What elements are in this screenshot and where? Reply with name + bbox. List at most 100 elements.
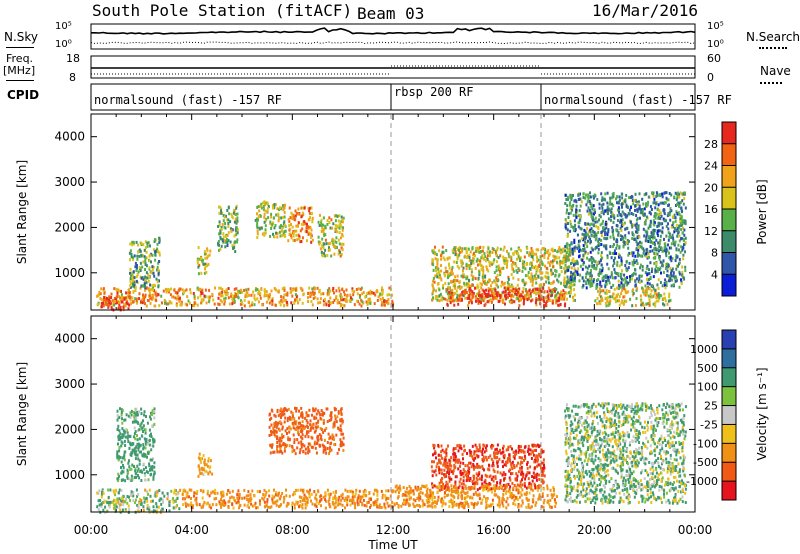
- echo-cell: [329, 505, 332, 509]
- echo-cell: [375, 290, 378, 294]
- echo-cell: [638, 277, 641, 281]
- echo-cell: [200, 505, 203, 509]
- echo-cell: [114, 298, 117, 301]
- echo-cell: [175, 302, 178, 306]
- echo-cell: [599, 295, 602, 299]
- echo-cell: [500, 294, 503, 298]
- echo-cell: [143, 248, 146, 252]
- echo-cell: [236, 231, 239, 235]
- echo-cell: [247, 490, 250, 494]
- echo-cell: [598, 237, 601, 241]
- echo-cell: [638, 246, 640, 250]
- echo-cell: [611, 192, 614, 196]
- echo-cell: [478, 270, 481, 274]
- echo-cell: [362, 493, 365, 497]
- echo-cell: [582, 253, 585, 257]
- echo-cell: [573, 241, 576, 245]
- echo-cell: [280, 416, 282, 419]
- echo-cell: [609, 196, 612, 200]
- echo-cell: [478, 291, 481, 295]
- echo-cell: [260, 287, 263, 291]
- echo-cell: [649, 294, 652, 298]
- echo-cell: [314, 425, 317, 429]
- echo-cell: [618, 195, 621, 199]
- echo-cell: [263, 208, 266, 212]
- echo-cell: [219, 291, 222, 295]
- echo-cell: [230, 295, 233, 298]
- echo-cell: [663, 219, 666, 223]
- echo-cell: [193, 491, 196, 495]
- echo-cell: [135, 297, 138, 301]
- echo-cell: [338, 223, 341, 227]
- echo-cell: [629, 277, 632, 281]
- echo-cell: [113, 303, 116, 307]
- echo-cell: [291, 216, 294, 220]
- echo-cell: [295, 488, 298, 492]
- echo-cell: [462, 294, 465, 297]
- echo-cell: [615, 246, 618, 250]
- echo-cell: [280, 295, 283, 299]
- echo-cell: [271, 302, 274, 306]
- echo-cell: [436, 298, 439, 302]
- echo-cell: [624, 290, 627, 294]
- echo-cell: [144, 257, 147, 260]
- echo-cell: [210, 491, 213, 495]
- echo-cell: [341, 492, 344, 496]
- echo-cell: [590, 258, 593, 262]
- echo-cell: [306, 498, 309, 502]
- echo-cell: [148, 254, 151, 258]
- echo-cell: [169, 293, 172, 297]
- echo-cell: [211, 292, 214, 296]
- echo-cell: [171, 295, 174, 299]
- echo-cell: [324, 498, 327, 502]
- echo-cell: [146, 507, 149, 511]
- echo-cell: [513, 300, 516, 304]
- velocity-echoes: [96, 402, 687, 514]
- echo-cell: [547, 286, 550, 290]
- echo-cell: [464, 296, 467, 300]
- echo-cell: [616, 214, 619, 218]
- echo-cell: [659, 222, 662, 226]
- echo-cell: [575, 210, 577, 214]
- echo-cell: [309, 295, 312, 298]
- echo-cell: [224, 234, 227, 238]
- echo-cell: [277, 219, 280, 223]
- echo-cell: [551, 293, 553, 297]
- echo-cell: [445, 289, 448, 293]
- echo-cell: [341, 288, 344, 292]
- echo-cell: [665, 191, 668, 195]
- echo-cell: [467, 264, 469, 268]
- echo-cell: [323, 411, 326, 415]
- echo-cell: [280, 444, 283, 448]
- echo-cell: [321, 237, 324, 241]
- echo-cell: [499, 273, 502, 277]
- echo-cell: [607, 275, 610, 279]
- echo-cell: [552, 288, 555, 291]
- echo-cell: [133, 276, 136, 280]
- echo-cell: [293, 218, 296, 222]
- echo-cell: [303, 206, 306, 210]
- echo-cell: [543, 253, 546, 257]
- echo-cell: [571, 261, 574, 264]
- echo-cell: [236, 228, 239, 232]
- echo-cell: [130, 296, 133, 300]
- echo-cell: [105, 302, 108, 306]
- echo-cell: [533, 274, 536, 278]
- echo-cell: [263, 200, 266, 204]
- echo-cell: [590, 246, 593, 250]
- echo-cell: [596, 198, 599, 201]
- echo-cell: [131, 492, 134, 496]
- echo-cell: [652, 275, 655, 279]
- echo-cell: [639, 211, 642, 215]
- echo-cell: [307, 425, 309, 429]
- echo-cell: [577, 221, 580, 225]
- echo-cell: [351, 501, 354, 505]
- echo-cell: [584, 240, 587, 244]
- echo-cell: [582, 261, 585, 265]
- echo-cell: [168, 300, 171, 304]
- echo-cell: [326, 288, 329, 292]
- echo-cell: [143, 296, 146, 300]
- echo-cell: [273, 205, 276, 209]
- echo-cell: [665, 284, 668, 287]
- echo-cell: [636, 243, 639, 247]
